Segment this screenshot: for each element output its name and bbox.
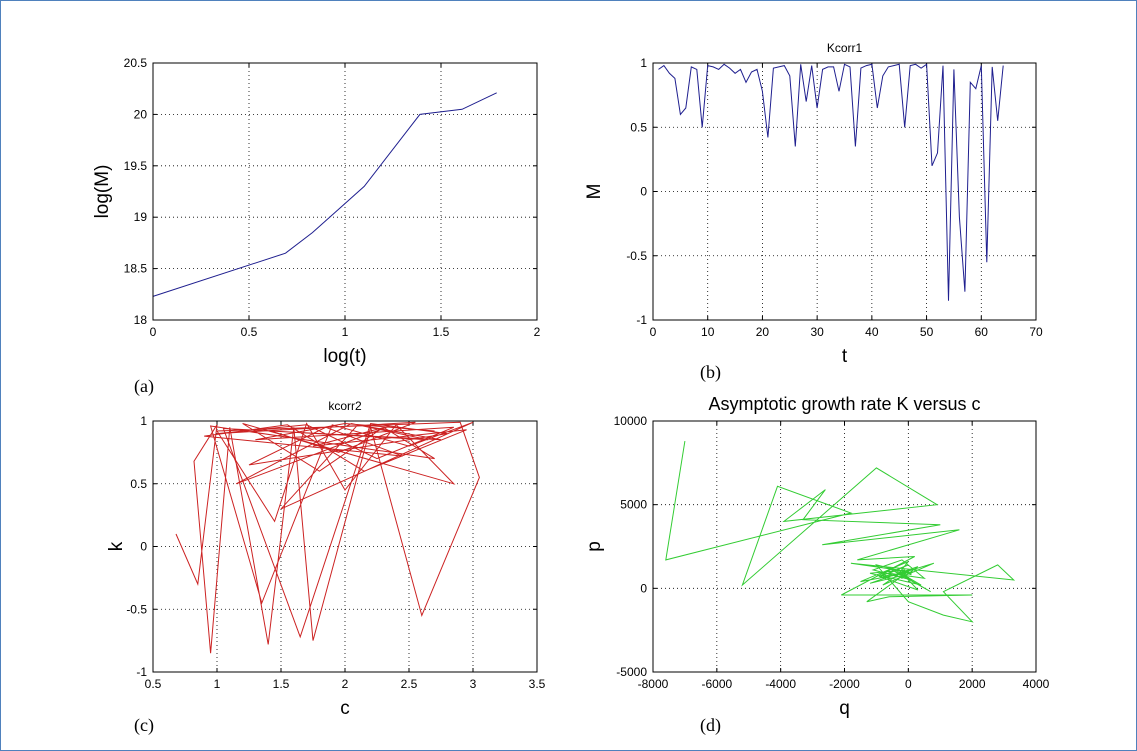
x-tick-label: 50 [920, 325, 934, 339]
x-axis-label: log(t) [323, 346, 366, 367]
axes-box [652, 62, 1037, 321]
series-line [152, 92, 497, 297]
x-tick-label: 0 [150, 325, 157, 339]
chart-title: Asymptotic growth rate K versus c [708, 394, 980, 414]
caption-a: (a) [134, 376, 154, 396]
axes-box [652, 420, 1037, 673]
y-tick-label: 20 [134, 107, 148, 121]
x-tick-label: -4000 [765, 677, 796, 691]
y-tick-label: -1 [136, 665, 147, 679]
x-tick-label: 0 [650, 325, 657, 339]
x-tick-label: 60 [975, 325, 989, 339]
caption-d: (d) [700, 715, 721, 735]
y-tick-label: -5000 [616, 665, 647, 679]
x-tick-label: 0.5 [241, 325, 258, 339]
y-tick-label: 0.5 [630, 120, 647, 134]
plot-area [653, 63, 1036, 320]
plot-area [653, 421, 1036, 672]
x-tick-label: 1.5 [433, 325, 450, 339]
x-tick-label: -6000 [701, 677, 732, 691]
x-tick-label: 0.5 [145, 677, 162, 691]
y-tick-label: 19 [134, 210, 148, 224]
y-tick-label: -0.5 [126, 602, 147, 616]
x-tick-label: 0 [905, 677, 912, 691]
y-tick-label: 1 [140, 414, 147, 428]
y-tick-label: 19.5 [124, 159, 148, 173]
axes-box [152, 420, 538, 673]
y-tick-label: 5000 [620, 498, 647, 512]
series-line [658, 63, 1004, 301]
series-line [175, 421, 480, 654]
x-tick-label: 1 [214, 677, 221, 691]
x-axis-label: t [842, 346, 848, 367]
axes-box [152, 62, 538, 321]
x-tick-label: 4000 [1023, 677, 1050, 691]
y-tick-label: 20.5 [124, 56, 148, 70]
x-tick-label: 2000 [959, 677, 986, 691]
x-tick-label: 3.5 [529, 677, 546, 691]
x-tick-label: -8000 [638, 677, 669, 691]
y-tick-label: -1 [636, 313, 647, 327]
chart-0: 0 0.5 1 1.5 2 18 18.5 19 19.5 20 20.5 log(t) log(M) [92, 56, 541, 367]
x-tick-label: 1 [342, 325, 349, 339]
y-tick-label: 0 [640, 581, 647, 595]
x-axis-label: c [340, 698, 350, 719]
y-tick-label: 18.5 [124, 262, 148, 276]
chart-title: kcorr2 [328, 399, 362, 413]
caption-b: (b) [700, 362, 721, 382]
x-tick-label: 2 [342, 677, 349, 691]
y-tick-label: 0.5 [130, 477, 147, 491]
x-tick-label: 30 [810, 325, 824, 339]
x-tick-label: 40 [865, 325, 879, 339]
y-tick-label: 18 [134, 313, 148, 327]
chart-title: Kcorr1 [827, 41, 863, 55]
x-tick-label: 10 [701, 325, 715, 339]
y-axis-label: log(M) [92, 165, 113, 219]
x-tick-label: 1.5 [273, 677, 290, 691]
y-tick-label: 1 [640, 56, 647, 70]
x-axis-label: q [839, 698, 850, 719]
caption-c: (c) [134, 715, 154, 735]
y-axis-label: M [584, 184, 605, 200]
x-tick-label: 3 [470, 677, 477, 691]
x-tick-label: 2 [534, 325, 541, 339]
x-tick-label: 20 [756, 325, 770, 339]
y-tick-label: 0 [640, 185, 647, 199]
series-line [665, 441, 1016, 623]
x-tick-label: 2.5 [401, 677, 418, 691]
y-axis-label: p [584, 541, 605, 552]
x-tick-label: 70 [1029, 325, 1043, 339]
y-tick-label: 0 [140, 540, 147, 554]
y-tick-label: 10000 [614, 414, 648, 428]
chart-3: -8000 -6000 -4000 -2000 0 2000 4000 -5000 0 5000 1… [584, 394, 1050, 719]
chart-2: 0.5 1 1.5 2 2.5 3 3.5 -1 -0.5 0 0.5 1 kcorr2 c k [106, 399, 546, 719]
chart-1: 0 10 20 30 40 50 60 70 -1 -0.5 0 0.5 1 Kcorr1 t M [584, 41, 1043, 367]
x-tick-label: -2000 [829, 677, 860, 691]
y-axis-label: k [106, 541, 127, 551]
y-tick-label: -0.5 [626, 249, 647, 263]
